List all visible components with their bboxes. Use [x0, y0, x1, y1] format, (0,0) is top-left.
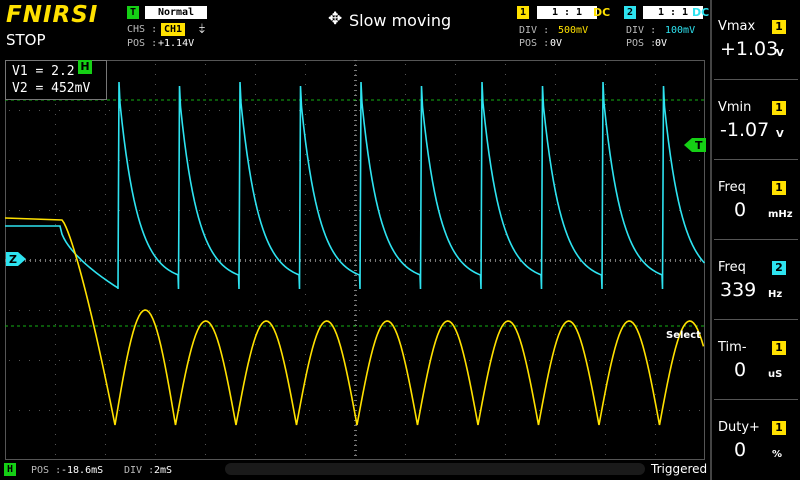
ch2-div-value[interactable]: 100mV: [665, 25, 696, 36]
horizontal-pos-value[interactable]: -18.6mS: [61, 465, 104, 476]
trigger-badge: T: [127, 6, 139, 19]
horizontal-div-label: DIV :: [124, 465, 155, 476]
measurement-channel-badge: 1: [772, 181, 786, 195]
measurement-value: 0: [734, 199, 747, 221]
measurement-title: Tim-: [718, 340, 747, 355]
ch2-position-marker-label: Z: [9, 253, 17, 266]
ch1-pos-value: 0V: [550, 38, 563, 49]
measurement-channel-badge: 1: [772, 101, 786, 115]
ch1-coupling[interactable]: DC: [593, 6, 611, 19]
move-arrows-icon: ✥: [328, 9, 343, 29]
measurement-title: Duty+: [718, 420, 760, 435]
ch1-trace: [4, 217, 705, 426]
ch1-badge[interactable]: 1: [517, 6, 529, 19]
measurement-divider: [714, 319, 798, 320]
measurement-channel-badge: 2: [772, 261, 786, 275]
measurement-title: Freq: [718, 180, 746, 195]
measurement-unit: V: [776, 48, 784, 59]
ch2-badge[interactable]: 2: [624, 6, 636, 19]
measurement-unit: uS: [768, 369, 783, 380]
measurement-title: Freq: [718, 260, 746, 275]
measurement-value: 0: [734, 439, 747, 461]
measurement-value: 339: [720, 279, 757, 301]
ch1-div-label: DIV :: [519, 25, 550, 36]
horizontal-pos-label: POS :: [31, 465, 62, 476]
trigger-pos-label: POS :: [127, 38, 158, 49]
measurement-divider: [714, 79, 798, 80]
ch1-probe-ratio[interactable]: 1 : 1: [537, 6, 597, 19]
measurement-value: +1.03: [720, 38, 779, 60]
ch2-coupling[interactable]: DC: [692, 6, 710, 19]
ch2-trace: [5, 81, 706, 290]
timebase-scroll-bar[interactable]: [225, 463, 645, 475]
trigger-mode-value[interactable]: Normal: [145, 6, 207, 19]
measurement-channel-badge: 1: [772, 341, 786, 355]
trigger-source-label: CHS :: [127, 24, 158, 35]
cursor-v1: V1 = 2.2: [12, 64, 75, 79]
measurement-unit: V: [776, 129, 784, 140]
measurement-channel-badge: 1: [772, 421, 786, 435]
horizontal-badge: H: [4, 463, 16, 476]
trigger-level-marker-label: T: [695, 139, 703, 152]
trigger-status: Triggered: [651, 462, 708, 476]
ch2-position-marker[interactable]: Z: [6, 252, 26, 266]
run-state-label[interactable]: STOP: [6, 31, 46, 49]
ch2-div-label: DIV :: [626, 25, 657, 36]
measurement-divider: [714, 399, 798, 400]
measurement-divider: [714, 159, 798, 160]
measurement-title: Vmax: [718, 19, 756, 34]
measurement-unit: Hz: [768, 289, 783, 300]
graticule: [5, 60, 701, 456]
trigger-source-value[interactable]: CH1: [161, 23, 186, 36]
status-message: Slow moving: [349, 11, 452, 30]
brand-logo: FNIRSI: [6, 2, 99, 28]
measurement-panel: [710, 0, 800, 480]
ch1-pos-label: POS :: [519, 38, 550, 49]
horizontal-div-value[interactable]: 2mS: [154, 465, 173, 476]
select-label: Select: [666, 330, 701, 341]
measurement-value: -1.07: [720, 119, 770, 141]
measurement-unit: %: [772, 449, 783, 460]
measurement-unit: mHz: [768, 209, 793, 220]
measurement-divider: [714, 239, 798, 240]
trigger-level-marker[interactable]: T: [684, 138, 706, 152]
measurement-channel-badge: 1: [772, 20, 786, 34]
falling-edge-icon[interactable]: ⤈: [199, 21, 205, 36]
ch2-pos-label: POS :: [626, 38, 657, 49]
ch1-div-value[interactable]: 500mV: [558, 25, 589, 36]
ch2-pos-value: 0V: [655, 38, 668, 49]
measurement-value: 0: [734, 359, 747, 381]
cursor-v2: V2 = 452mV: [12, 81, 91, 96]
ch2-probe-ratio[interactable]: 1 : 1: [643, 6, 703, 19]
horizontal-cursor-marker[interactable]: H: [78, 60, 92, 74]
trigger-pos-value: +1.14V: [158, 38, 195, 49]
measurement-title: Vmin: [718, 100, 752, 115]
